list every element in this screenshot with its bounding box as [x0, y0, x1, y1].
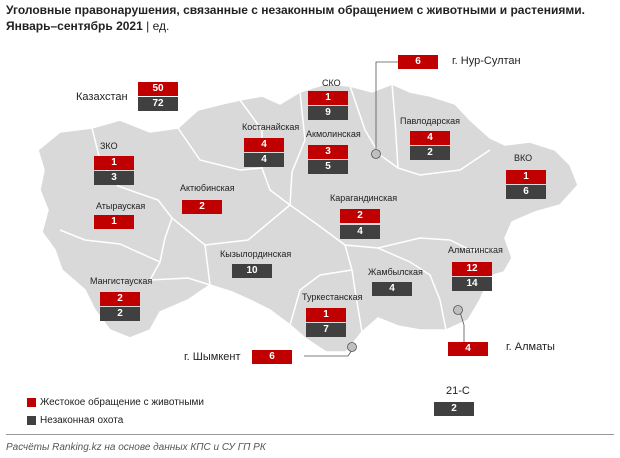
label-pavlodar: Павлодарская: [400, 116, 460, 126]
legend-swatch-cruelty: [27, 398, 36, 407]
legend-label-hunting: Незаконная охота: [40, 415, 124, 426]
legend-label-cruelty: Жестокое обращение с животными: [40, 397, 204, 408]
unit-label: | ед.: [146, 19, 170, 33]
value-vko-cruelty: 1: [506, 170, 546, 184]
value-mangystau-cruelty: 2: [100, 292, 140, 306]
almaty-marker: [453, 305, 463, 315]
value-almaty-city-cruelty: 4: [448, 342, 488, 356]
nur-sultan-marker: [371, 149, 381, 159]
value-pavlodar-cruelty: 4: [410, 131, 450, 145]
footer-divider: [6, 434, 614, 435]
label-zko: ЗКО: [100, 141, 118, 151]
value-kazakhstan-cruelty: 50: [138, 82, 178, 96]
label-karaganda: Карагандинская: [330, 193, 398, 203]
value-atyrau-cruelty: 1: [94, 215, 134, 229]
legend-swatch-hunting: [27, 416, 36, 425]
value-sko-hunting: 9: [308, 106, 348, 120]
label-vko: ВКО: [514, 153, 533, 163]
value-zko-cruelty: 1: [94, 156, 134, 170]
label-21c: 21-С: [446, 385, 470, 397]
label-kyzylorda: Кызылординская: [220, 249, 292, 259]
label-sko: СКО: [322, 78, 341, 88]
value-akmola-hunting: 5: [308, 160, 348, 174]
value-shymkent-cruelty: 6: [252, 350, 292, 364]
value-akmola-cruelty: 3: [308, 145, 348, 159]
value-almaty-region-hunting: 14: [452, 277, 492, 291]
label-aktobe: Актюбинская: [180, 183, 235, 193]
value-kazakhstan-hunting: 72: [138, 97, 178, 111]
label-shymkent: г. Шымкент: [184, 351, 241, 363]
value-kostanay-hunting: 4: [244, 153, 284, 167]
label-kostanay: Костанайская: [242, 122, 300, 132]
label-nur-sultan: г. Нур-Султан: [452, 55, 521, 67]
label-kazakhstan: Казахстан: [76, 91, 128, 103]
value-mangystau-hunting: 2: [100, 307, 140, 321]
value-turkestan-cruelty: 1: [306, 308, 346, 322]
value-karaganda-hunting: 4: [340, 225, 380, 239]
value-turkestan-hunting: 7: [306, 323, 346, 337]
value-karaganda-cruelty: 2: [340, 209, 380, 223]
page-subtitle: Январь–сентябрь 2021 | ед.: [6, 18, 169, 34]
value-aktobe-cruelty: 2: [182, 200, 222, 214]
period-label: Январь–сентябрь 2021: [6, 19, 143, 33]
label-atyrau: Атырауская: [96, 201, 146, 211]
region-borders: [59, 83, 500, 333]
value-kyzylorda-hunting: 10: [232, 264, 272, 278]
value-vko-hunting: 6: [506, 185, 546, 199]
value-sko-cruelty: 1: [308, 91, 348, 105]
page-title: Уголовные правонарушения, связанные с не…: [6, 3, 585, 17]
value-zko-hunting: 3: [94, 171, 134, 185]
label-zhambyl: Жамбылская: [368, 267, 423, 277]
value-almaty-region-cruelty: 12: [452, 262, 492, 276]
value-zhambyl-hunting: 4: [372, 282, 412, 296]
value-kostanay-cruelty: 4: [244, 138, 284, 152]
label-mangystau: Мангистауская: [90, 276, 153, 286]
label-turkestan: Туркестанская: [302, 292, 363, 302]
source-note: Расчёты Ranking.kz на основе данных КПС …: [6, 442, 266, 453]
shymkent-marker: [347, 342, 357, 352]
value-nur-sultan-cruelty: 6: [398, 55, 438, 69]
value-21c-hunting: 2: [434, 402, 474, 416]
label-akmola: Акмолинская: [306, 129, 361, 139]
value-pavlodar-hunting: 2: [410, 146, 450, 160]
label-almaty-city: г. Алматы: [506, 341, 555, 353]
connector-lines: [304, 61, 465, 357]
label-almaty-region: Алматинская: [448, 245, 503, 255]
